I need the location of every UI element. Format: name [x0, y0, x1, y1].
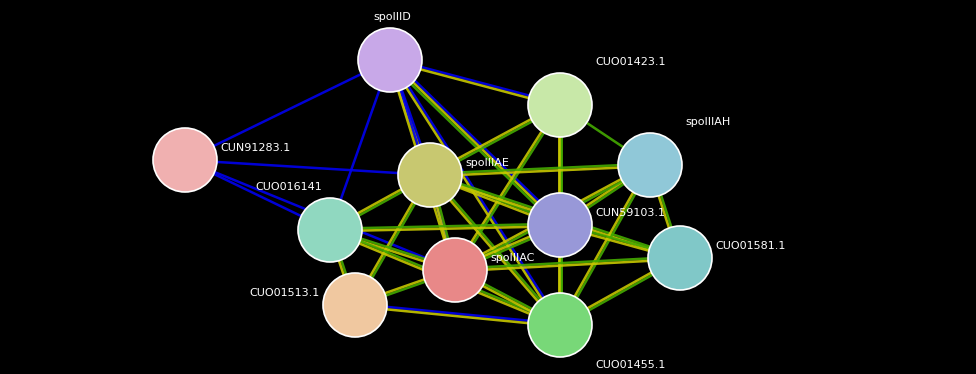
Text: CUO01423.1: CUO01423.1 [595, 57, 666, 67]
Circle shape [358, 28, 422, 92]
Circle shape [323, 273, 387, 337]
Text: CUO01455.1: CUO01455.1 [595, 360, 666, 370]
Text: spoIIIAC: spoIIIAC [490, 253, 535, 263]
Circle shape [528, 193, 592, 257]
Circle shape [298, 198, 362, 262]
Text: CUN59103.1: CUN59103.1 [595, 208, 665, 218]
Text: CUO01513.1: CUO01513.1 [250, 288, 320, 298]
Circle shape [153, 128, 217, 192]
Circle shape [423, 238, 487, 302]
Circle shape [528, 73, 592, 137]
Text: spoIIIAH: spoIIIAH [685, 117, 730, 127]
Circle shape [398, 143, 462, 207]
Circle shape [528, 293, 592, 357]
Text: spoIIIAE: spoIIIAE [465, 158, 508, 168]
Text: CUO016141: CUO016141 [256, 182, 322, 192]
Text: spoIIID: spoIIID [373, 12, 411, 22]
Text: CUO01581.1: CUO01581.1 [715, 241, 786, 251]
Circle shape [648, 226, 712, 290]
Text: CUN91283.1: CUN91283.1 [220, 143, 290, 153]
Circle shape [618, 133, 682, 197]
